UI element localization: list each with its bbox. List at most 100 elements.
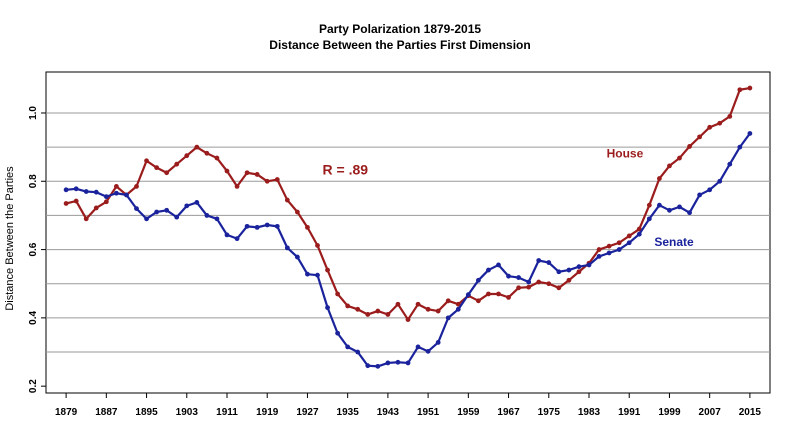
- x-tick-label: 2007: [699, 407, 722, 418]
- gridlines: [46, 112, 770, 353]
- y-tick-label: 0.6: [28, 242, 39, 256]
- x-tick-label: 1895: [135, 407, 158, 418]
- chart-title: Party Polarization 1879-2015: [318, 22, 482, 36]
- data-point-house: [355, 306, 361, 312]
- data-point-senate: [727, 161, 733, 167]
- data-point-house: [83, 216, 89, 222]
- data-point-house: [576, 269, 582, 275]
- data-point-senate: [244, 223, 250, 229]
- data-point-senate: [335, 330, 341, 336]
- data-point-house: [677, 155, 682, 161]
- data-point-senate: [224, 232, 230, 238]
- data-point-senate: [264, 222, 270, 228]
- data-point-senate: [747, 131, 753, 136]
- data-point-house: [365, 312, 371, 317]
- data-point-senate: [677, 204, 682, 210]
- data-point-senate: [154, 209, 160, 215]
- data-point-senate: [656, 202, 662, 208]
- data-point-senate: [254, 224, 260, 230]
- data-point-house: [506, 294, 511, 300]
- series-label-house: House: [607, 146, 644, 160]
- data-point-senate: [113, 190, 119, 196]
- data-point-house: [375, 308, 381, 314]
- x-tick-label: 1879: [55, 407, 78, 418]
- data-point-senate: [305, 271, 310, 277]
- data-point-senate: [667, 207, 672, 213]
- data-point-house: [475, 298, 481, 304]
- data-point-house: [73, 198, 79, 204]
- data-point-house: [496, 291, 501, 297]
- x-tick-label: 1951: [417, 407, 440, 418]
- data-point-house: [254, 172, 260, 177]
- data-point-house: [264, 178, 270, 184]
- y-tick-label: 0.4: [28, 310, 39, 324]
- series-line-house: [65, 86, 751, 321]
- data-point-senate: [606, 250, 612, 256]
- data-point-senate: [103, 194, 109, 200]
- data-point-senate: [274, 223, 280, 229]
- data-point-senate: [234, 236, 240, 242]
- data-point-senate: [516, 275, 522, 280]
- data-point-senate: [164, 207, 170, 213]
- plot-frame: [45, 71, 771, 394]
- data-point-house: [536, 279, 542, 285]
- data-point-house: [93, 205, 99, 211]
- data-point-house: [707, 124, 713, 130]
- x-tick-label: 1999: [658, 407, 681, 418]
- data-point-house: [134, 183, 139, 189]
- data-point-senate: [445, 315, 451, 321]
- y-axis: 0.2 0.4 0.6 0.8 1.0: [28, 106, 46, 393]
- x-tick-label: 2015: [739, 407, 762, 418]
- data-point-senate: [83, 189, 89, 194]
- data-point-house: [526, 284, 532, 290]
- data-point-house: [244, 170, 250, 176]
- data-point-senate: [556, 269, 562, 275]
- x-tick-label: 1991: [618, 407, 641, 418]
- data-point-senate: [506, 273, 511, 279]
- data-point-house: [435, 308, 441, 314]
- data-point-house: [646, 202, 652, 208]
- data-point-senate: [707, 187, 713, 193]
- x-tick-label: 1935: [337, 407, 360, 418]
- data-point-house: [727, 113, 733, 119]
- x-axis: 1879 1887 1895 1903 1911 1919 1927 1935 1943 1951…: [55, 393, 761, 418]
- y-tick-label: 0.2: [28, 379, 39, 393]
- data-point-house: [415, 301, 421, 307]
- data-point-house: [656, 176, 662, 181]
- data-point-house: [305, 224, 310, 230]
- x-tick-label: 1959: [457, 407, 480, 418]
- data-point-senate: [526, 279, 532, 285]
- data-point-senate: [435, 340, 441, 345]
- data-point-house: [204, 150, 210, 156]
- data-point-senate: [586, 262, 592, 268]
- data-point-house: [556, 285, 562, 291]
- data-point-senate: [124, 192, 129, 198]
- data-point-senate: [174, 214, 180, 220]
- series-layer: [63, 85, 753, 369]
- data-point-house: [425, 306, 431, 312]
- data-point-house: [445, 298, 451, 304]
- data-point-house: [164, 170, 170, 176]
- data-point-senate: [375, 363, 381, 369]
- data-point-house: [154, 165, 160, 171]
- data-point-senate: [395, 359, 401, 365]
- data-point-senate: [566, 267, 572, 273]
- data-point-house: [717, 120, 723, 126]
- data-point-house: [667, 163, 672, 169]
- data-point-senate: [626, 240, 632, 246]
- data-point-senate: [546, 260, 552, 265]
- data-point-senate: [315, 272, 320, 278]
- y-axis-label: Distance Between the Parties: [4, 166, 16, 311]
- x-tick-label: 1943: [377, 407, 400, 418]
- data-point-senate: [616, 247, 622, 252]
- data-point-house: [144, 158, 149, 164]
- data-point-senate: [73, 186, 79, 192]
- data-point-senate: [284, 245, 290, 251]
- x-tick-label: 1967: [497, 407, 520, 418]
- data-point-house: [516, 285, 522, 291]
- data-point-senate: [475, 277, 481, 283]
- data-point-senate: [355, 349, 361, 355]
- data-point-house: [546, 281, 552, 287]
- data-point-house: [194, 144, 200, 150]
